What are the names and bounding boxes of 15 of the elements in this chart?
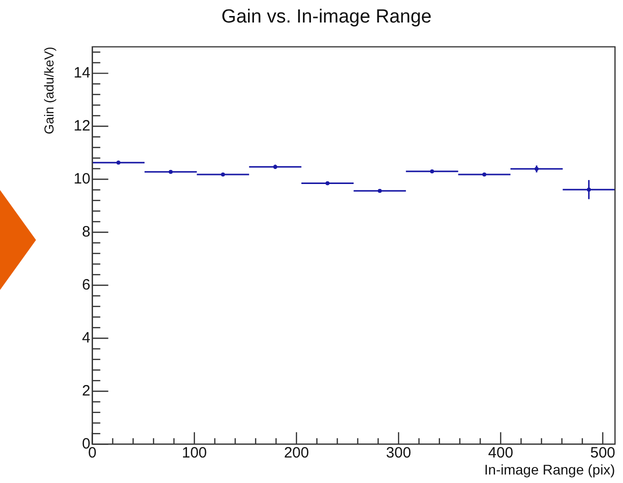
- chart-title: Gain vs. In-image Range: [221, 6, 432, 28]
- y-tick-label: 14: [74, 64, 90, 82]
- y-tick-label: 12: [74, 117, 90, 134]
- x-axis-title: In-image Range (pix): [484, 461, 615, 478]
- y-tick-label: 4: [82, 329, 90, 346]
- y-tick-label: 10: [74, 170, 90, 188]
- x-tick-label: 100: [182, 444, 207, 462]
- x-tick-label: 300: [386, 444, 412, 462]
- y-tick-label: 6: [82, 276, 90, 294]
- y-tick-label: 8: [82, 223, 90, 240]
- y-tick-label: 2: [82, 382, 90, 400]
- x-tick-label: 200: [284, 444, 309, 462]
- x-tick-label: 500: [590, 444, 616, 462]
- x-tick-label: 400: [488, 444, 514, 462]
- y-axis-title: Gain (adu/keV): [41, 46, 56, 134]
